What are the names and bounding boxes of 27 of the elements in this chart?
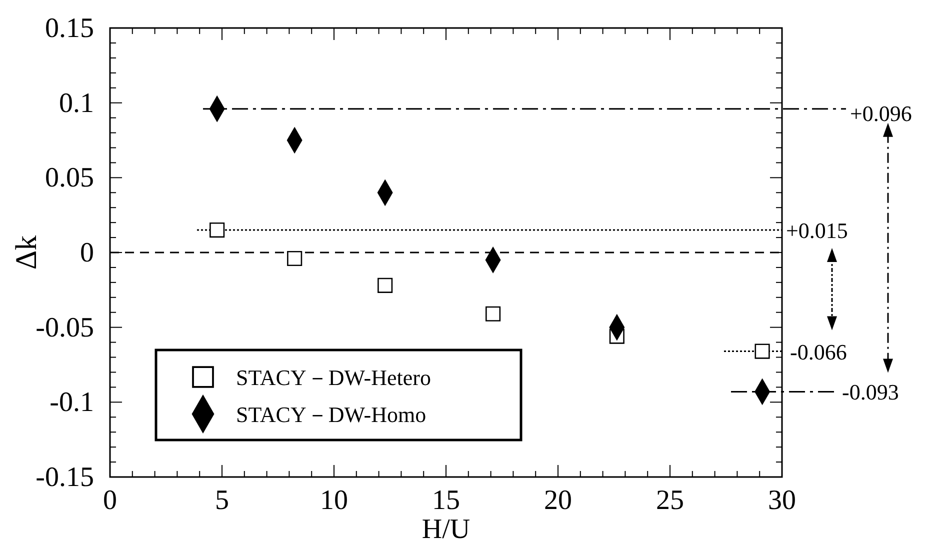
ref-line-label: +0.015 bbox=[786, 218, 848, 244]
x-axis-title: H/U bbox=[422, 514, 470, 543]
y-axis-title: Δk bbox=[10, 235, 43, 270]
y-tick-label: 0.05 bbox=[45, 162, 94, 194]
legend-label: STACY－DW-Homo bbox=[236, 402, 426, 427]
x-tick-label: 20 bbox=[544, 485, 572, 516]
x-tick-label: 30 bbox=[768, 485, 796, 516]
ref-line-label: -0.066 bbox=[790, 339, 847, 364]
x-tick-label: 25 bbox=[656, 485, 684, 516]
ref-line-label: +0.096 bbox=[850, 100, 912, 126]
point bbox=[210, 222, 225, 238]
point bbox=[287, 250, 302, 266]
point bbox=[378, 278, 393, 293]
y-tick-label: -0.1 bbox=[50, 387, 94, 418]
x-tick-label: 5 bbox=[215, 485, 229, 516]
x-tick-label: 0 bbox=[103, 485, 117, 516]
x-tick-label: 10 bbox=[320, 485, 348, 516]
y-tick-label: -0.15 bbox=[36, 462, 94, 493]
y-tick-label: 0.1 bbox=[59, 88, 94, 119]
x-tick-label: 15 bbox=[432, 485, 460, 516]
point bbox=[486, 306, 501, 322]
ref-line-label: -0.093 bbox=[842, 380, 899, 405]
point bbox=[754, 344, 770, 359]
legend-label: STACY－DW-Hetero bbox=[236, 365, 431, 390]
y-tick-label: 0.15 bbox=[45, 13, 94, 44]
y-tick-label: -0.05 bbox=[36, 312, 94, 344]
y-tick-label: 0 bbox=[80, 238, 94, 268]
